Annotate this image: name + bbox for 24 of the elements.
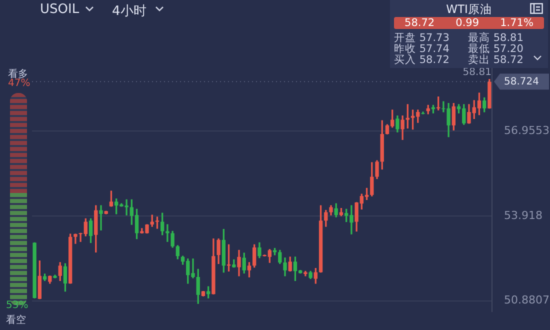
text: 53% <box>6 300 28 311</box>
text: 昨收 57.74 <box>394 42 450 55</box>
chart-subtitle: 4小时 <box>112 3 146 20</box>
text: 看空 <box>6 314 26 327</box>
ref-line-label: 58.724 <box>504 76 539 88</box>
text: 0.99 <box>456 17 480 29</box>
candlestick <box>74 234 78 244</box>
y-tick-label: 56.9553 <box>504 124 550 137</box>
y-tick-label: 50.8807 <box>504 294 550 307</box>
chart-title: USOIL <box>40 2 80 17</box>
annotation: 卖出 58.72 <box>468 54 524 67</box>
text: 47% <box>8 78 30 89</box>
text: 1.71% <box>500 17 534 29</box>
annotation: 买入 58.72 <box>394 54 450 67</box>
text: 58.72 <box>404 17 435 29</box>
text: 看多 <box>8 68 28 80</box>
text: 最高 58.81 <box>468 31 524 44</box>
annotation: 58.81 <box>462 66 492 78</box>
candlestick <box>166 224 170 242</box>
text: 最低 57.20 <box>468 42 524 55</box>
candlestick <box>99 205 103 230</box>
y-tick-label: 53.918 <box>504 208 542 222</box>
text: 开盘 57.73 <box>394 31 450 44</box>
text: WTI原油 <box>445 2 493 17</box>
